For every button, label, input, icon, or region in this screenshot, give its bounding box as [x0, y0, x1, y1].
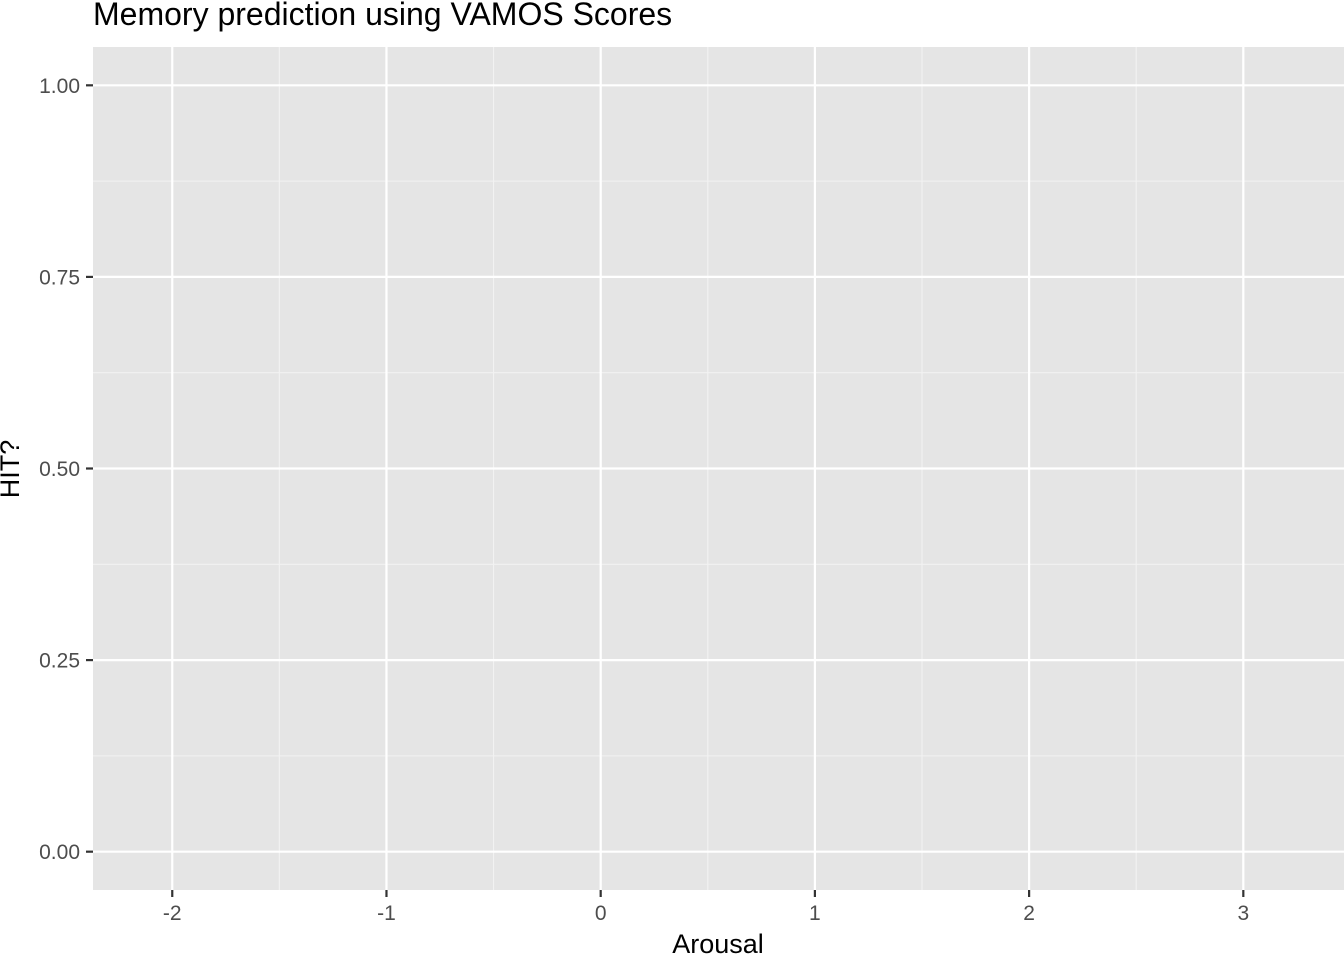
y-axis-title: HIT?: [0, 440, 25, 499]
x-tick-label: 1: [809, 902, 821, 925]
x-tick-label: 3: [1237, 902, 1249, 925]
y-axis-ticks: 0.00 0.25 0.50 0.75 1.00: [39, 75, 93, 864]
y-tick-label: 0.75: [39, 266, 80, 289]
x-axis-title: Arousal: [672, 929, 764, 959]
x-tick-label: 0: [595, 902, 607, 925]
x-tick-label: -2: [163, 902, 182, 925]
x-tick-label: -1: [377, 902, 396, 925]
major-grid: [93, 47, 1344, 890]
x-axis-ticks: -2 -1 0 1 2 3: [163, 890, 1249, 925]
y-tick-label: 1.00: [39, 75, 80, 98]
x-tick-label: 2: [1023, 902, 1035, 925]
y-tick-label: 0.00: [39, 841, 80, 864]
chart-title: Memory prediction using VAMOS Scores: [93, 0, 672, 32]
y-tick-label: 0.50: [39, 458, 80, 481]
y-tick-label: 0.25: [39, 650, 80, 673]
